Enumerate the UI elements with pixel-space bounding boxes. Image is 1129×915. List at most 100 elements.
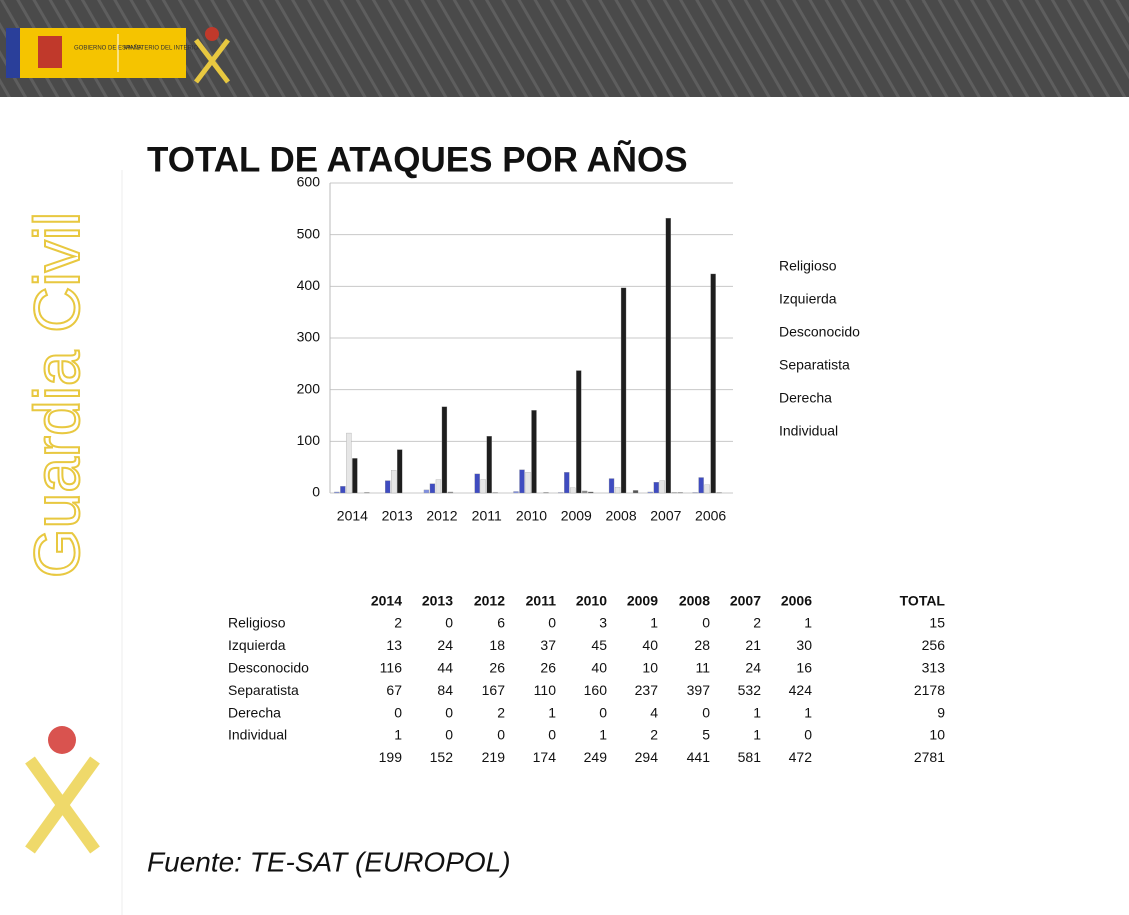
- bar: [481, 480, 486, 493]
- table-cell: 45: [591, 637, 607, 653]
- table-cell: 0: [548, 727, 556, 743]
- legend-label: Religioso: [779, 258, 837, 274]
- table-cell: 1: [394, 727, 402, 743]
- legend-label: Separatista: [779, 357, 850, 373]
- logo-box: [6, 28, 186, 78]
- bar: [705, 485, 710, 493]
- table-cell: 67: [386, 682, 402, 698]
- table-cell: 13: [386, 637, 402, 653]
- table-cell: 532: [738, 682, 762, 698]
- table-cell: 1: [804, 704, 812, 720]
- table-cell: 40: [591, 660, 607, 676]
- table-cell: 15: [929, 615, 945, 631]
- y-tick-label: 300: [297, 329, 321, 345]
- row-label: Desconocido: [228, 660, 309, 676]
- table-cell: 0: [497, 727, 505, 743]
- table-cell: 2: [753, 615, 761, 631]
- x-tick-label: 2011: [472, 508, 502, 524]
- table-cell: 397: [687, 682, 711, 698]
- table-total: 249: [584, 749, 608, 765]
- bar: [334, 492, 339, 493]
- bar: [588, 492, 593, 493]
- table-header: 2010: [576, 593, 607, 609]
- table-cell: 6: [497, 615, 505, 631]
- table-cell: 0: [702, 615, 710, 631]
- table-header: 2007: [730, 593, 761, 609]
- bar: [391, 470, 396, 493]
- x-tick-label: 2008: [605, 508, 636, 524]
- bar: [436, 480, 441, 493]
- y-tick-label: 500: [297, 225, 321, 241]
- table-cell: 11: [695, 660, 710, 676]
- table-cell: 28: [694, 637, 710, 653]
- bar: [672, 492, 677, 493]
- table-header: 2006: [781, 593, 812, 609]
- table-total: 441: [687, 749, 711, 765]
- table-cell: 1: [753, 704, 761, 720]
- row-label: Derecha: [228, 704, 281, 720]
- table-cell: 26: [489, 660, 505, 676]
- table-total: 2781: [914, 749, 945, 765]
- table-header: 2012: [474, 593, 505, 609]
- x-tick-label: 2010: [516, 508, 547, 524]
- table-header: TOTAL: [900, 593, 946, 609]
- bar: [520, 470, 525, 493]
- bar: [717, 492, 722, 493]
- table-cell: 24: [437, 637, 453, 653]
- table-total: 219: [482, 749, 506, 765]
- bar: [693, 492, 698, 493]
- bar: [558, 492, 563, 493]
- y-tick-label: 200: [297, 380, 321, 396]
- x-tick-label: 2012: [426, 508, 457, 524]
- bar: [364, 492, 369, 493]
- chart-title: TOTAL DE ATAQUES POR AÑOS: [147, 140, 688, 179]
- bar: [711, 274, 716, 493]
- bar: [346, 433, 351, 493]
- table-cell: 0: [394, 704, 402, 720]
- legend-label: Derecha: [779, 390, 832, 406]
- y-tick-label: 100: [297, 432, 321, 448]
- bar: [493, 492, 498, 493]
- table-cell: 18: [489, 637, 505, 653]
- table-header: 2009: [627, 593, 658, 609]
- bar: [654, 482, 659, 493]
- table-cell: 37: [540, 637, 556, 653]
- row-label: Izquierda: [228, 637, 286, 653]
- table-cell: 424: [789, 682, 813, 698]
- x-tick-label: 2009: [561, 508, 592, 524]
- table-cell: 10: [929, 727, 945, 743]
- table-cell: 313: [922, 660, 946, 676]
- table-cell: 0: [804, 727, 812, 743]
- bar: [532, 410, 537, 493]
- bar: [582, 491, 587, 493]
- table-cell: 10: [642, 660, 658, 676]
- table-cell: 1: [548, 704, 556, 720]
- slide: GOBIERNO DE ESPAÑA MINISTERIO DEL INTERI…: [0, 0, 1129, 915]
- bar: [442, 407, 447, 493]
- table-cell: 9: [937, 704, 945, 720]
- table-total: 294: [635, 749, 659, 765]
- ministerio: MINISTERIO DEL INTERIOR: [124, 46, 203, 52]
- table-header: 2008: [679, 593, 710, 609]
- table-cell: 30: [796, 637, 812, 653]
- table-cell: 2: [394, 615, 402, 631]
- bar: [448, 492, 453, 493]
- bar: [678, 492, 683, 493]
- table-cell: 0: [702, 704, 710, 720]
- bar: [352, 458, 357, 493]
- table-cell: 160: [584, 682, 608, 698]
- x-tick-label: 2007: [650, 508, 681, 524]
- table-cell: 16: [796, 660, 812, 676]
- bar: [475, 474, 480, 493]
- x-tick-label: 2006: [695, 508, 726, 524]
- row-label: Religioso: [228, 615, 286, 631]
- bar: [526, 472, 531, 493]
- bar: [385, 481, 390, 493]
- table-cell: 1: [804, 615, 812, 631]
- table-cell: 237: [635, 682, 659, 698]
- table-cell: 0: [599, 704, 607, 720]
- table-cell: 1: [650, 615, 658, 631]
- bar: [660, 481, 665, 493]
- table-header: 2014: [371, 593, 402, 609]
- table-cell: 84: [437, 682, 453, 698]
